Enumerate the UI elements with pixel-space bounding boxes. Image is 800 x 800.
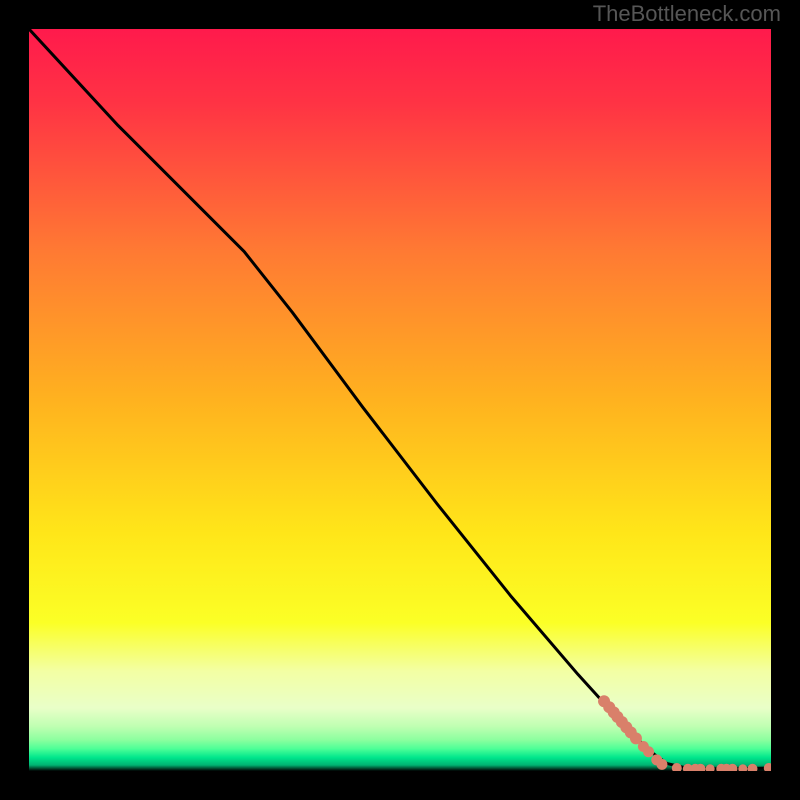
data-point [656,759,667,770]
plot-area [29,29,771,771]
watermark-text: TheBottleneck.com [593,1,781,27]
chart-svg [29,29,771,771]
plot-border [19,19,781,781]
chart-root: TheBottleneck.com [0,0,800,800]
gradient-background [29,29,771,771]
data-point [643,746,654,757]
